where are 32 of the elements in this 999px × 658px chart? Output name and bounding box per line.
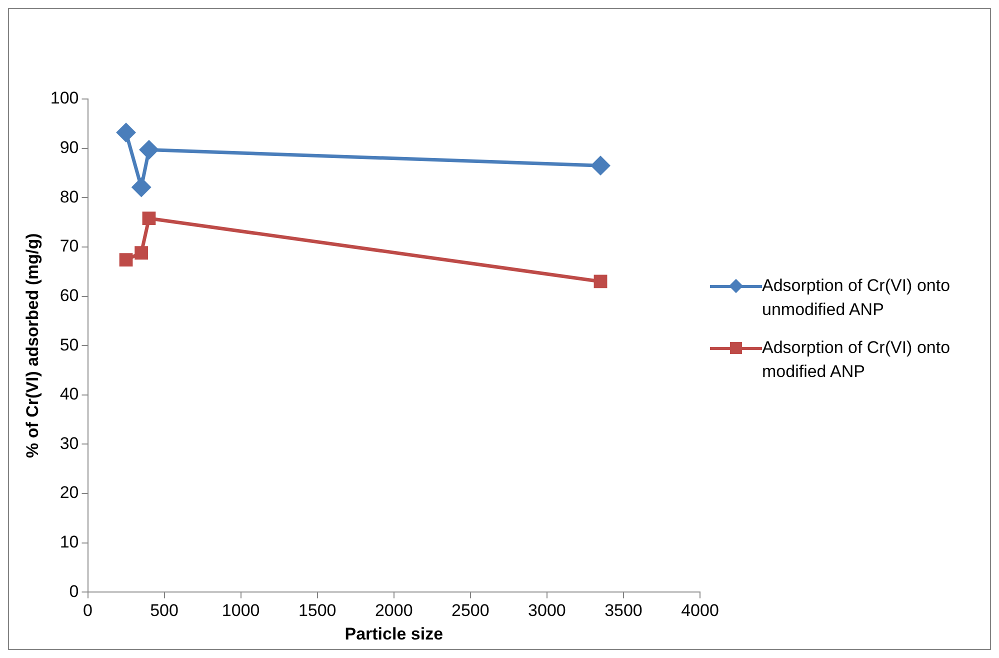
- y-tick-label: 50: [60, 335, 79, 354]
- y-tick-label: 0: [69, 582, 79, 601]
- legend-label: Adsorption of Cr(VI) onto unmodified ANP: [762, 275, 952, 321]
- x-tick-label: 1500: [298, 601, 336, 620]
- y-tick-label: 70: [60, 236, 79, 256]
- x-tick-label: 500: [150, 601, 178, 620]
- point: [134, 246, 148, 260]
- y-tick-label: 10: [60, 532, 79, 552]
- x-tick-label: 4000: [681, 601, 719, 620]
- point: [119, 253, 133, 266]
- legend-label: Adsorption of Cr(VI) onto modified ANP: [762, 337, 952, 383]
- x-tick-label: 3500: [604, 601, 642, 620]
- y-tick-label: 20: [60, 483, 79, 502]
- y-tick-label: 80: [60, 187, 79, 206]
- y-tick-label: 60: [60, 286, 79, 305]
- x-tick-label: 1000: [222, 601, 260, 620]
- x-tick-label: 3000: [528, 601, 566, 620]
- point: [142, 212, 156, 226]
- y-tick-label: 30: [60, 434, 79, 453]
- y-tick-label: 90: [60, 138, 79, 158]
- x-tick-label: 0: [83, 601, 92, 620]
- x-tick-label: 2000: [374, 601, 413, 620]
- point: [140, 140, 158, 160]
- point: [591, 156, 610, 175]
- x-tick-label: 2500: [451, 601, 490, 620]
- point: [594, 274, 608, 288]
- x-axis-title: Particle size: [344, 624, 444, 644]
- point: [116, 123, 136, 142]
- y-tick-label: 100: [50, 88, 79, 108]
- point: [132, 178, 151, 197]
- y-tick-label: 40: [60, 384, 79, 404]
- y-axis-title: % of Cr(VI) adsorbed (mg/g): [22, 233, 42, 458]
